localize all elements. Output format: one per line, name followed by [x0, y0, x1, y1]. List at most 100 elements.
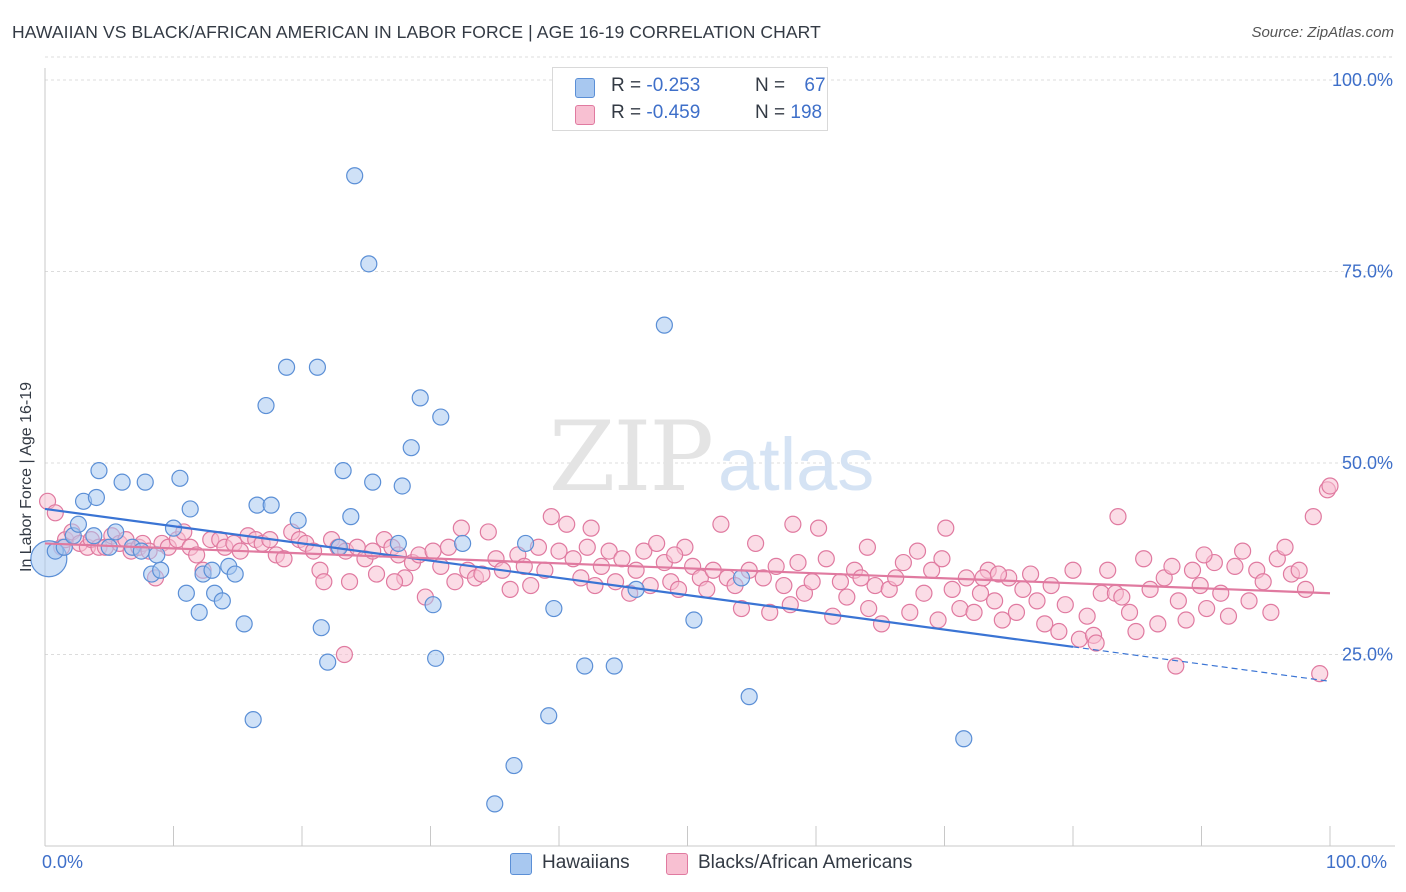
- blacks-point: [1078, 607, 1096, 625]
- hawaiians-point: [235, 615, 253, 633]
- blacks-point: [732, 599, 751, 618]
- blacks-point: [1219, 607, 1238, 625]
- x-tick-label-min: 0.0%: [42, 852, 84, 872]
- blacks-trend-line: [44, 542, 1331, 595]
- y-tick-labels: 25.0% 50.0% 75.0% 100.0%: [1332, 70, 1393, 665]
- blacks-point: [858, 538, 877, 556]
- hawaiians-point: [171, 469, 189, 487]
- blacks-point: [473, 565, 491, 583]
- blacks-point: [1050, 622, 1068, 641]
- blacks-point: [1321, 477, 1339, 495]
- blacks-point: [1149, 615, 1167, 633]
- legend-r-blacks: R = -0.459: [611, 102, 701, 123]
- blacks-point: [784, 515, 802, 533]
- blacks-point: [1183, 561, 1202, 579]
- blacks-point: [698, 580, 716, 598]
- blacks-point: [971, 584, 990, 602]
- hawaiians-point: [516, 534, 535, 553]
- hawaiians-point: [308, 358, 327, 376]
- legend-n-hawaiians: N = 67: [755, 75, 826, 96]
- blacks-point: [933, 550, 951, 568]
- blacks-point: [582, 519, 600, 537]
- blacks-point: [46, 504, 64, 522]
- y-tick-label: 25.0%: [1342, 645, 1393, 665]
- blacks-point: [1311, 665, 1329, 683]
- blacks-point: [578, 538, 596, 556]
- blacks-point: [1099, 561, 1117, 579]
- blacks-point: [1198, 599, 1216, 618]
- hawaiians-point: [732, 569, 751, 587]
- blacks-point: [1014, 580, 1032, 598]
- blacks-point: [929, 611, 947, 629]
- hawaiians-point: [213, 592, 231, 610]
- blacks-point: [1036, 615, 1054, 633]
- blacks-point: [592, 557, 611, 576]
- hawaiians-point: [505, 756, 523, 775]
- blacks-point: [1141, 580, 1159, 598]
- hawaiians-point: [203, 561, 221, 579]
- blacks-point: [479, 523, 497, 541]
- y-tick-label: 50.0%: [1342, 453, 1393, 473]
- blacks-point: [817, 550, 835, 568]
- blacks-point: [712, 515, 730, 533]
- blacks-point: [586, 576, 604, 595]
- blacks-point: [522, 576, 540, 595]
- blacks-point: [648, 534, 666, 553]
- blacks-point: [831, 573, 850, 591]
- hawaiians-point: [177, 584, 195, 602]
- hawaiians-point: [148, 546, 166, 564]
- hawaiians-point: [277, 358, 296, 376]
- series-hawaiians-points: [30, 167, 973, 813]
- chart-title: HAWAIIAN VS BLACK/AFRICAN AMERICAN IN LA…: [12, 22, 821, 42]
- blacks-point: [367, 565, 386, 583]
- blacks-point: [887, 569, 905, 587]
- blacks-point: [1028, 592, 1046, 610]
- hawaiians-point: [342, 508, 360, 526]
- hawaiians-point: [545, 599, 563, 618]
- hawaiians-point: [486, 795, 504, 813]
- blacks-point: [803, 573, 821, 591]
- blacks-point: [1296, 580, 1315, 598]
- blacks-point: [908, 542, 927, 560]
- blacks-point: [1191, 576, 1209, 595]
- legend-label-blacks: Blacks/African Americans: [698, 852, 913, 873]
- blacks-point: [1262, 603, 1280, 621]
- legend-swatch-blacks: [575, 105, 595, 125]
- blacks-point: [315, 573, 333, 591]
- blacks-point: [809, 519, 828, 537]
- blacks-point: [866, 576, 884, 595]
- blacks-point: [340, 573, 359, 591]
- correlation-legend: R = -0.253 N = 67 R = -0.459 N = 198: [552, 67, 828, 131]
- hawaiians-point: [107, 523, 125, 541]
- blacks-point: [558, 515, 576, 533]
- hawaiians-point: [100, 538, 118, 556]
- blacks-point: [915, 584, 933, 602]
- hawaiians-point: [454, 534, 472, 553]
- blacks-point: [424, 542, 442, 560]
- hawaiians-point: [432, 408, 450, 426]
- hawaiians-point: [152, 561, 170, 579]
- hawaiians-point: [136, 473, 154, 491]
- blacks-point: [951, 599, 969, 618]
- blacks-point: [1064, 561, 1082, 579]
- y-tick-label: 100.0%: [1332, 70, 1393, 90]
- legend-swatch-blacks-bottom: [666, 853, 688, 875]
- blacks-point: [943, 580, 961, 598]
- blacks-point: [1113, 588, 1131, 606]
- watermark-zip: ZIP: [549, 401, 712, 513]
- legend-r-hawaiians: R = -0.253: [611, 75, 701, 96]
- blacks-point: [860, 599, 878, 618]
- blacks-point: [974, 569, 992, 587]
- blacks-point: [550, 542, 568, 560]
- blacks-point: [789, 553, 807, 572]
- hawaiians-point: [540, 707, 558, 725]
- blacks-point: [1087, 634, 1105, 652]
- blacks-point: [452, 519, 470, 537]
- blacks-point: [1169, 592, 1187, 610]
- hawaiians-point: [190, 603, 208, 621]
- y-axis-label: In Labor Force | Age 16-19: [18, 381, 35, 572]
- blacks-point: [1177, 611, 1195, 629]
- blacks-point: [385, 573, 404, 591]
- blacks-point: [572, 569, 590, 587]
- blacks-point: [754, 569, 772, 587]
